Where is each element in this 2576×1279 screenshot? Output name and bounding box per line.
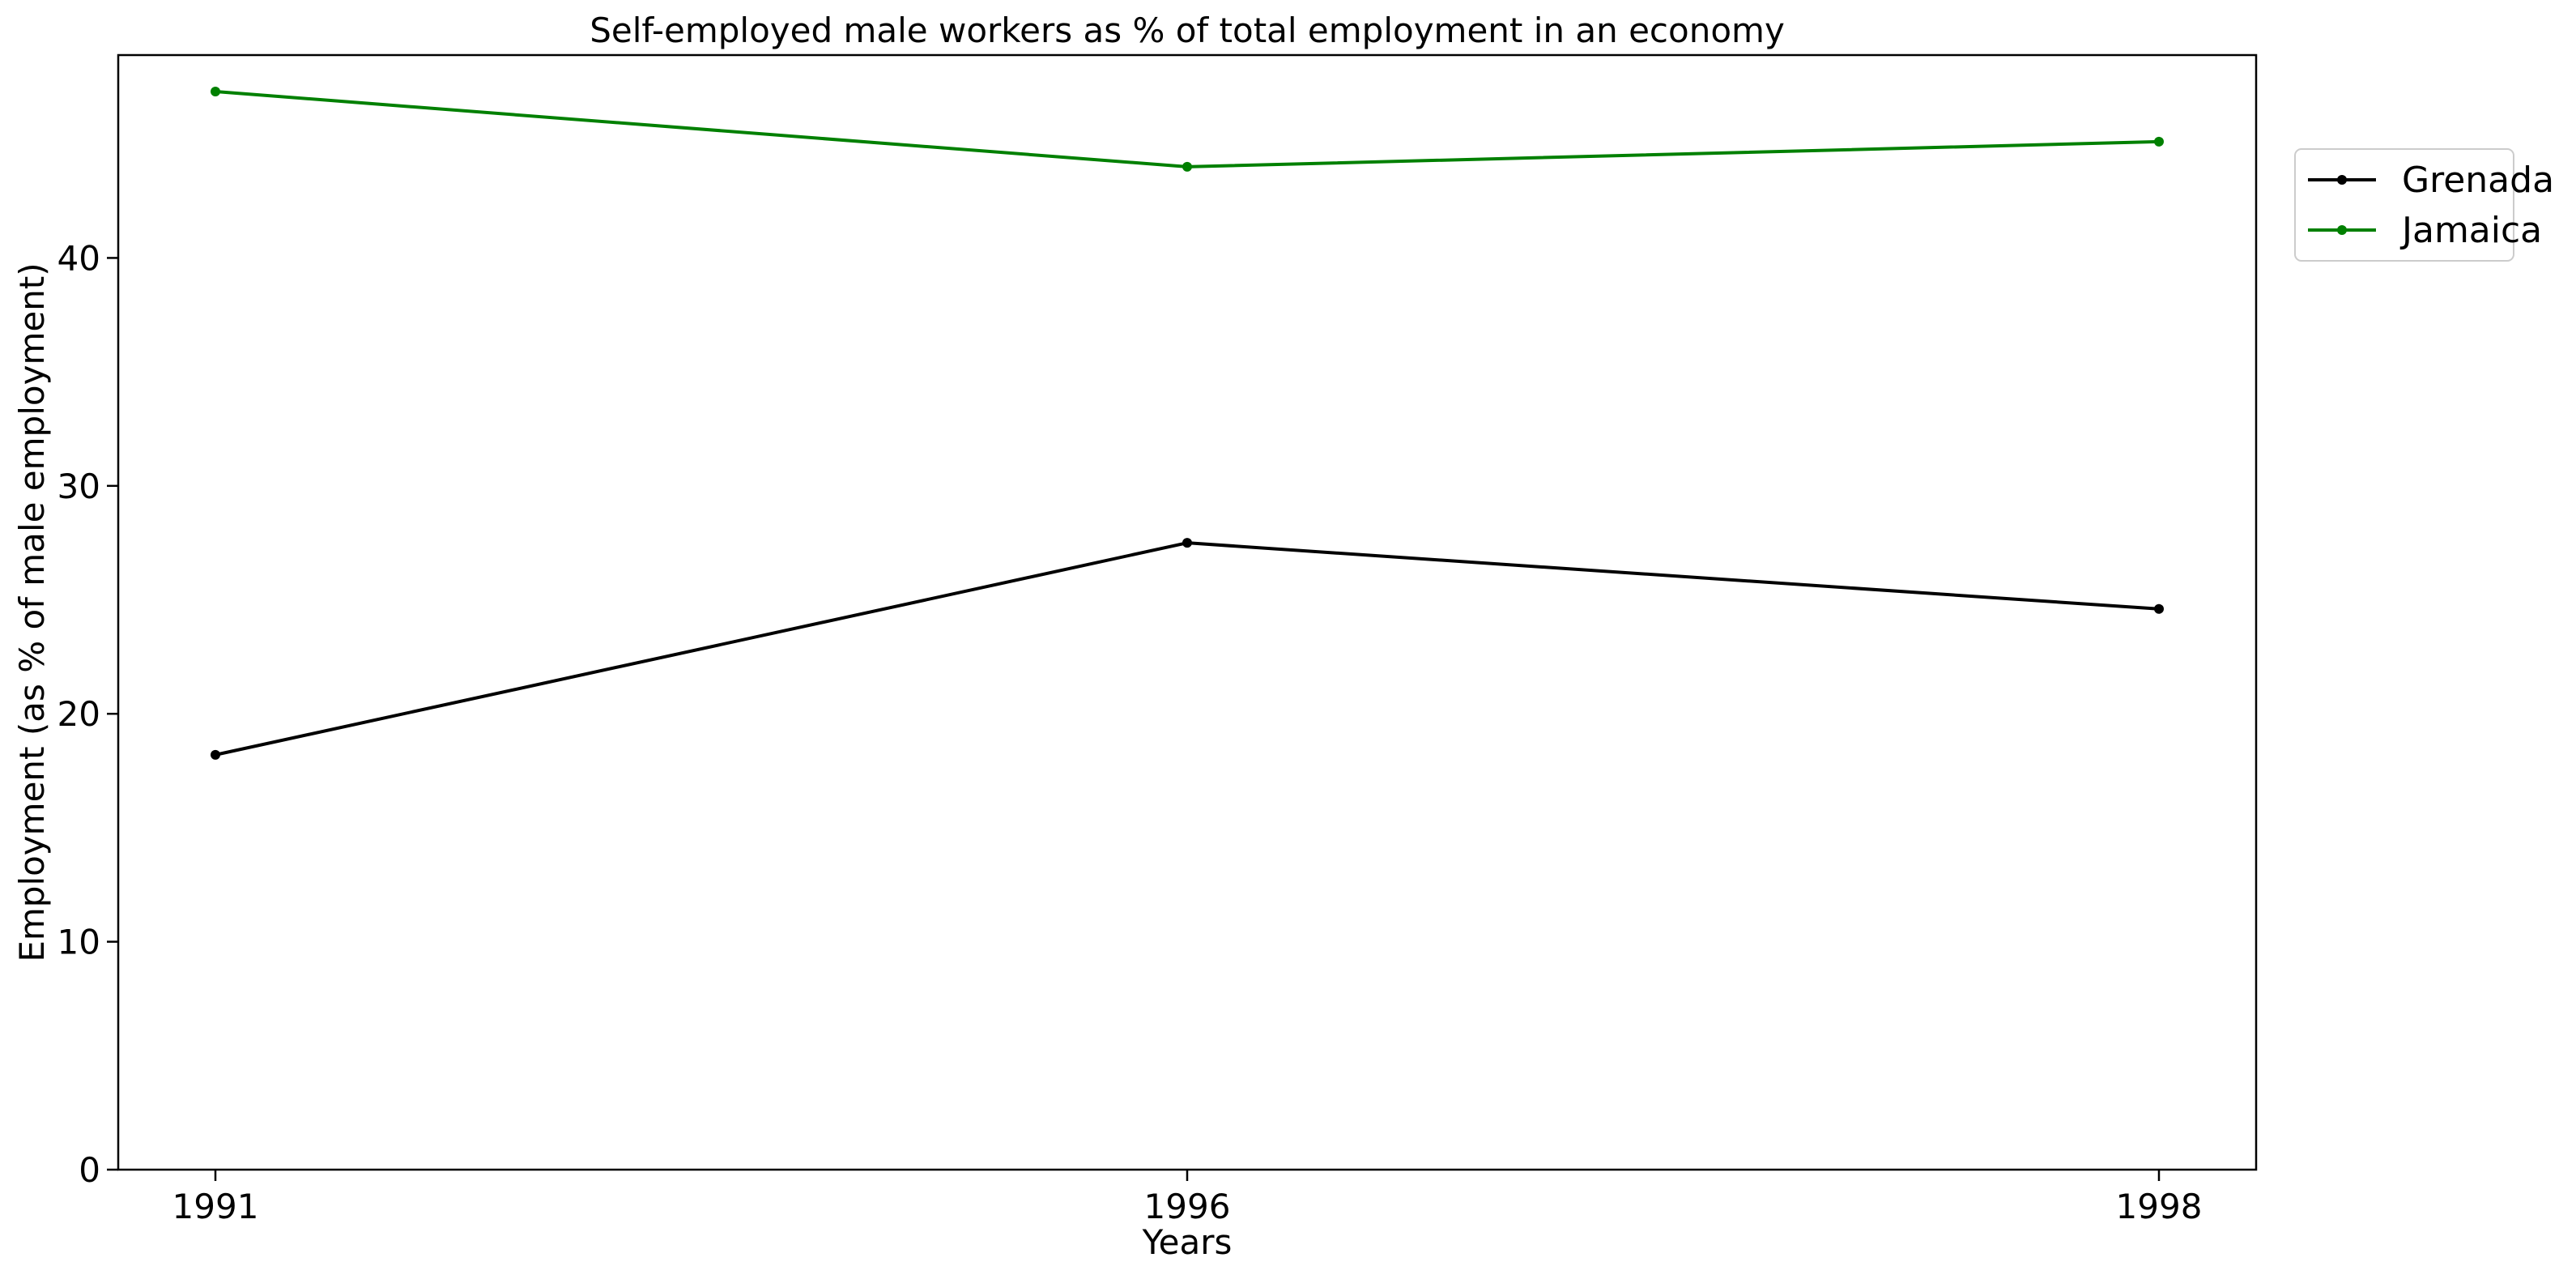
legend-label: Jamaica	[2399, 210, 2542, 251]
data-point-jamaica	[1182, 161, 1192, 172]
data-point-grenada	[211, 749, 220, 760]
x-tick-label: 1998	[2116, 1187, 2203, 1226]
y-axis: 0 10 20 30 40	[57, 238, 118, 1190]
legend-item-grenada: Grenada	[2308, 160, 2554, 201]
legend-item-jamaica: Jamaica	[2308, 210, 2542, 251]
y-tick-label: 20	[57, 694, 100, 734]
y-tick-label: 10	[57, 923, 100, 962]
x-tick-label: 1991	[172, 1187, 259, 1226]
legend-box	[2294, 148, 2514, 262]
series-jamaica	[211, 87, 2164, 172]
x-axis: 1991 1996 1998	[172, 1170, 2203, 1226]
series-layer	[211, 87, 2164, 760]
legend: Grenada Jamaica	[2294, 148, 2554, 262]
y-axis-label: Employment (as % of male employment)	[12, 262, 52, 961]
x-axis-label: Years	[1142, 1222, 1233, 1262]
series-grenada	[211, 538, 2164, 760]
data-point-grenada	[1182, 538, 1192, 548]
legend-label: Grenada	[2402, 160, 2554, 201]
y-tick-label: 0	[79, 1150, 100, 1190]
y-tick-label: 40	[57, 238, 100, 278]
data-point-jamaica	[2154, 136, 2164, 147]
y-tick-label: 30	[57, 467, 100, 506]
legend-marker	[2337, 225, 2347, 235]
plot-area	[117, 53, 2258, 1171]
chart-title: Self-employed male workers as % of total…	[590, 11, 1785, 50]
legend-marker	[2337, 175, 2347, 185]
data-point-grenada	[2154, 603, 2164, 614]
data-point-jamaica	[211, 87, 220, 97]
x-tick-label: 1996	[1144, 1187, 1231, 1226]
